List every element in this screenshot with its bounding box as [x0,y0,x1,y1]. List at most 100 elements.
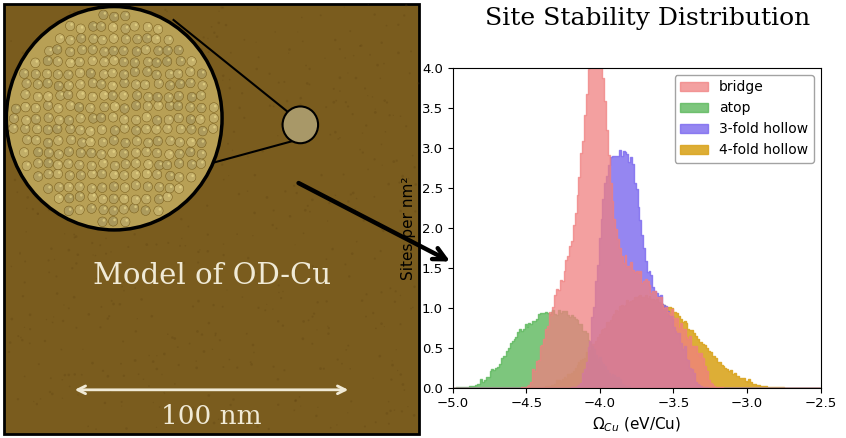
Point [288,241,302,248]
Circle shape [93,116,96,118]
Point [177,259,190,266]
Point [188,125,201,132]
Circle shape [135,24,137,26]
Circle shape [181,58,184,61]
Point [94,20,107,27]
Point [344,191,358,198]
Circle shape [44,113,53,123]
Point [190,120,203,127]
Point [217,157,231,164]
Circle shape [48,58,51,61]
Point [68,294,81,301]
Point [57,318,70,325]
Circle shape [85,137,95,147]
Point [272,318,285,325]
Circle shape [152,70,162,80]
Circle shape [146,82,148,85]
Circle shape [209,113,218,123]
Point [250,423,264,430]
Circle shape [124,106,127,109]
Point [341,410,354,417]
Point [333,134,347,141]
Point [128,231,141,238]
Circle shape [8,124,18,133]
Point [201,35,215,42]
Point [342,198,355,205]
Point [105,297,118,304]
Circle shape [181,126,184,129]
Circle shape [144,138,153,148]
Point [95,304,108,311]
Point [32,360,46,367]
Circle shape [81,26,84,29]
Circle shape [148,25,151,27]
Circle shape [109,34,118,43]
Point [266,103,280,110]
Point [197,34,211,41]
Circle shape [109,206,118,215]
Point [305,313,319,320]
Circle shape [152,116,162,125]
Circle shape [146,149,149,152]
Circle shape [113,48,116,51]
Circle shape [175,138,184,147]
Circle shape [187,173,196,182]
Circle shape [89,34,98,44]
Point [294,403,307,410]
X-axis label: $\Omega_{Cu}$ (eV/Cu): $\Omega_{Cu}$ (eV/Cu) [592,416,681,434]
Circle shape [89,21,98,31]
Point [327,99,341,106]
Circle shape [131,101,140,110]
Point [389,288,403,295]
Circle shape [197,138,206,148]
Point [154,29,168,36]
Circle shape [70,126,73,129]
Circle shape [168,48,170,50]
Point [150,365,163,372]
Point [154,184,168,191]
Point [75,371,89,378]
Point [135,296,148,303]
Point [369,325,382,332]
Point [25,158,38,165]
Circle shape [283,106,318,143]
Circle shape [168,126,170,129]
Circle shape [187,124,196,134]
Circle shape [201,117,203,119]
Circle shape [64,182,74,192]
Point [146,358,160,365]
Point [113,301,127,308]
Circle shape [66,101,75,110]
Circle shape [191,139,194,142]
Circle shape [175,79,184,89]
Circle shape [180,81,183,84]
Circle shape [126,162,129,164]
Point [387,407,401,414]
Point [224,402,238,409]
Circle shape [142,147,151,157]
Circle shape [137,138,140,141]
Circle shape [67,135,76,145]
Point [294,95,307,102]
Point [76,346,90,353]
Point [138,149,151,156]
Point [369,419,382,426]
Circle shape [180,140,183,142]
Point [201,202,214,209]
Point [162,417,176,424]
Circle shape [131,180,140,190]
Circle shape [103,207,107,210]
Point [341,70,354,77]
Circle shape [88,45,97,54]
Point [358,423,371,430]
Point [118,287,131,294]
Point [68,9,81,16]
Point [81,423,95,430]
Point [85,360,99,367]
Point [255,280,269,287]
Point [246,232,260,239]
Circle shape [9,114,19,124]
Circle shape [198,81,207,90]
Point [224,49,238,56]
Circle shape [162,160,172,170]
